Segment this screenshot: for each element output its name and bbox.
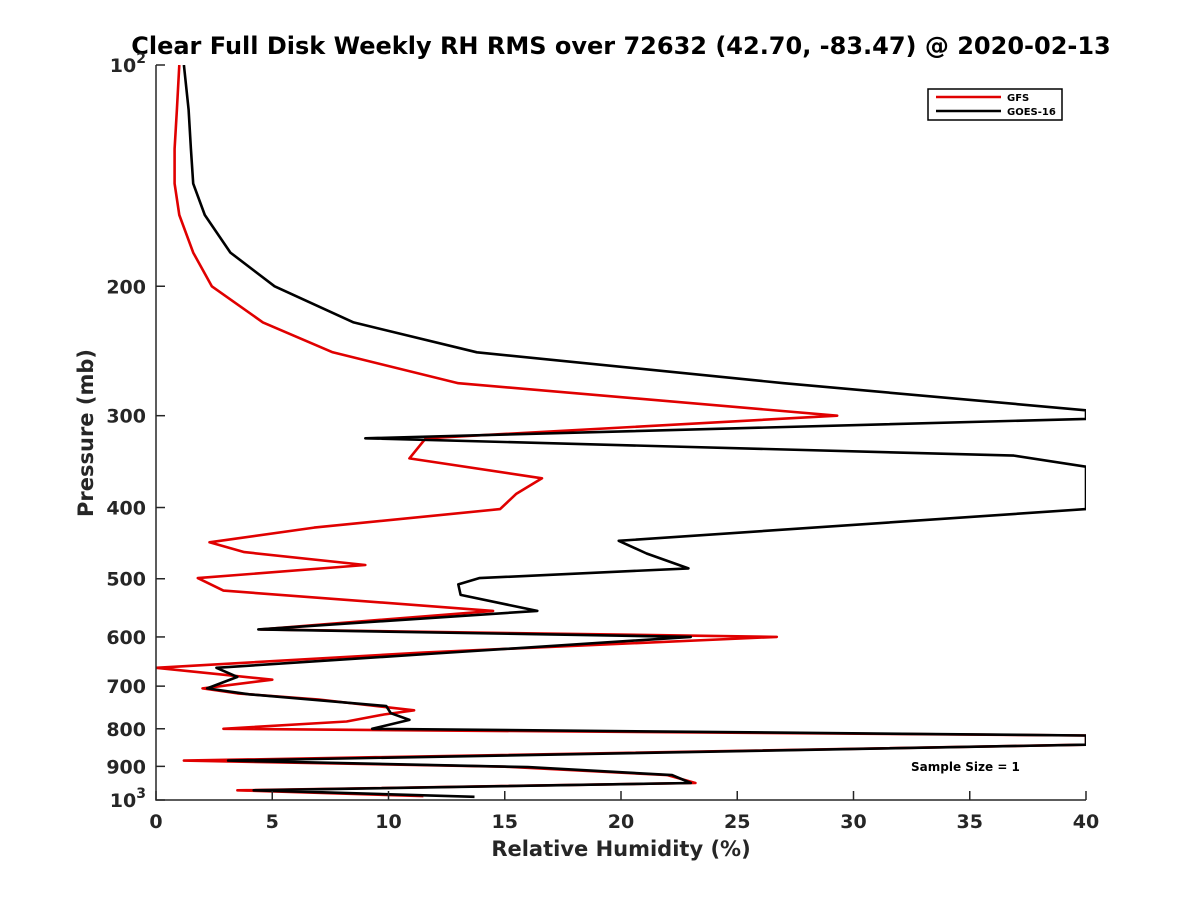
y-tick-label-base: 200 (106, 276, 146, 298)
series-line-goes-16 (182, 65, 1086, 799)
y-tick-label-base: 10 (110, 790, 136, 812)
y-tick-label-base: 400 (106, 498, 146, 520)
series-layer (156, 65, 1086, 799)
legend: GFS GOES-16 (927, 88, 1063, 121)
y-tick-label: 500 (106, 569, 146, 591)
x-axis-label: Relative Humidity (%) (491, 837, 750, 861)
y-tick-label-exponent: 3 (136, 786, 146, 802)
x-tick-label: 10 (375, 811, 401, 833)
y-tick-label-base: 300 (106, 406, 146, 428)
legend-label: GFS (1007, 93, 1029, 104)
legend-box (927, 88, 1063, 121)
y-tick-label-exponent: 2 (136, 51, 146, 67)
y-tick-label-base: 900 (106, 756, 146, 778)
series-line-gfs (156, 65, 1086, 798)
x-tick-label: 5 (266, 811, 279, 833)
x-tick-label: 30 (840, 811, 866, 833)
x-tick-label: 20 (608, 811, 634, 833)
x-tick-label: 40 (1073, 811, 1099, 833)
x-tick-label: 15 (492, 811, 518, 833)
chart-title: Clear Full Disk Weekly RH RMS over 72632… (131, 32, 1111, 60)
y-tick-label: 800 (106, 719, 146, 741)
y-tick-label: 400 (106, 498, 146, 520)
y-tick-label-base: 800 (106, 719, 146, 741)
y-tick-label-base: 600 (106, 627, 146, 649)
y-tick-label: 103 (110, 786, 146, 812)
y-tick-label: 102 (110, 51, 146, 77)
sample-size-annotation: Sample Size = 1 (911, 760, 1020, 774)
x-axis: 0 5 10 15 20 25 30 35 40 (149, 791, 1099, 833)
y-tick-label: 600 (106, 627, 146, 649)
y-tick-label: 900 (106, 756, 146, 778)
legend-label: GOES-16 (1007, 107, 1056, 118)
x-tick-label: 0 (149, 811, 162, 833)
y-tick-label-base: 500 (106, 569, 146, 591)
y-tick-label: 300 (106, 406, 146, 428)
x-tick-label: 25 (724, 811, 750, 833)
y-tick-label: 200 (106, 276, 146, 298)
y-tick-label-base: 10 (110, 55, 136, 77)
y-axis-label: Pressure (mb) (74, 349, 98, 517)
y-tick-label-base: 700 (106, 676, 146, 698)
x-tick-label: 35 (957, 811, 983, 833)
y-tick-label: 700 (106, 676, 146, 698)
